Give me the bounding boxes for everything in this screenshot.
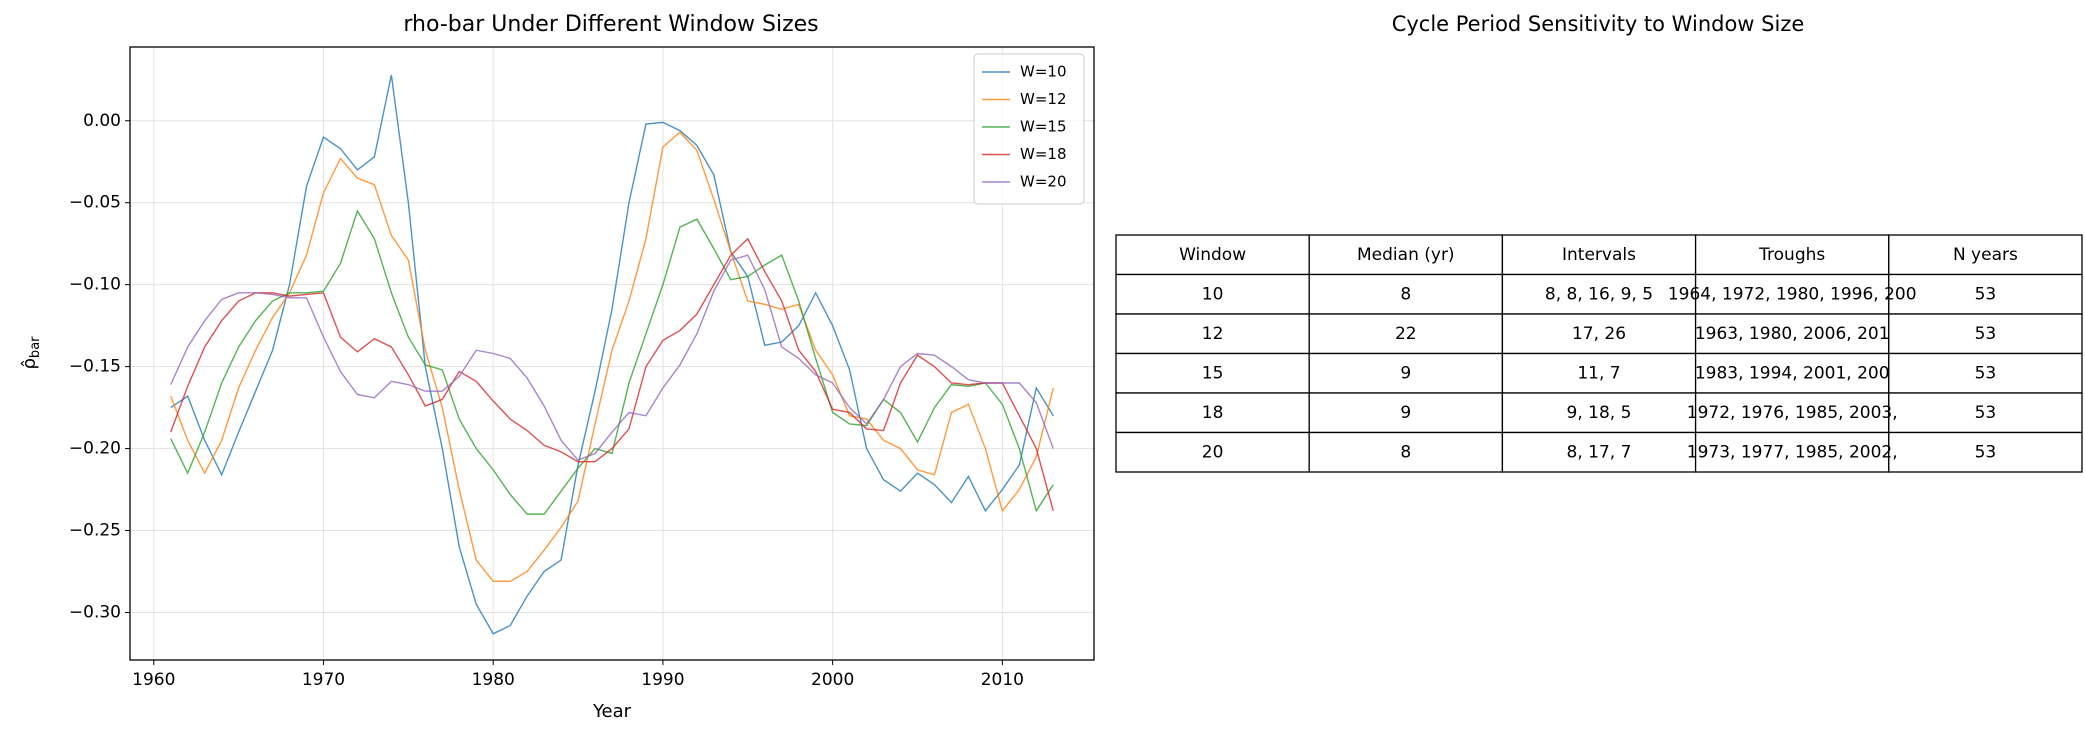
table-cell bbox=[1115, 431, 1310, 473]
x-axis-label: Year bbox=[592, 701, 632, 722]
table-header: Median (yr) bbox=[1357, 245, 1455, 265]
table-text: 1963, 1980, 2006, 201 bbox=[1695, 324, 1890, 344]
series-line bbox=[170, 237, 1054, 512]
table-cell bbox=[1694, 313, 1890, 355]
table-cell bbox=[1501, 352, 1697, 394]
table-text: 53 bbox=[1975, 442, 1997, 462]
table-text: 53 bbox=[1975, 363, 1997, 383]
table-cell bbox=[1308, 431, 1504, 473]
y-axis-subscript: bar bbox=[28, 336, 43, 358]
table-header: Troughs bbox=[1758, 245, 1825, 265]
series-line bbox=[170, 131, 1054, 583]
table-cell bbox=[1501, 431, 1697, 473]
table-header: N years bbox=[1953, 245, 2018, 265]
legend-label: W=20 bbox=[1020, 173, 1067, 191]
x-tick-label: 2010 bbox=[981, 670, 1024, 690]
table-text: 20 bbox=[1202, 442, 1224, 462]
x-tick-label: 1960 bbox=[132, 670, 175, 690]
table-text: 12 bbox=[1202, 324, 1224, 344]
table-cell bbox=[1115, 234, 1310, 276]
series-line bbox=[170, 209, 1054, 515]
table-text: 9 bbox=[1400, 403, 1411, 423]
table-text: 17, 26 bbox=[1572, 324, 1626, 344]
legend-label: W=10 bbox=[1020, 63, 1067, 81]
table-text: 9 bbox=[1400, 363, 1411, 383]
table-cell bbox=[1694, 234, 1890, 276]
table-text: 22 bbox=[1395, 324, 1417, 344]
y-tick-label: −0.10 bbox=[69, 275, 121, 295]
legend-label: W=18 bbox=[1020, 145, 1067, 163]
legend-box bbox=[973, 53, 1085, 205]
table-text: 1973, 1977, 1985, 2002, bbox=[1687, 442, 1898, 462]
table-text: 18 bbox=[1202, 403, 1224, 423]
series-line bbox=[170, 74, 1054, 635]
table-cell bbox=[1308, 352, 1504, 394]
table-text: 1964, 1972, 1980, 1996, 200 bbox=[1668, 284, 1917, 304]
y-axis-label: ρ̂bar bbox=[19, 336, 43, 370]
y-tick-label: −0.30 bbox=[69, 602, 121, 622]
x-tick-label: 1980 bbox=[472, 670, 515, 690]
table-text: 11, 7 bbox=[1577, 363, 1620, 383]
table-cell bbox=[1308, 313, 1504, 355]
y-tick-label: −0.05 bbox=[69, 193, 121, 213]
table-cell bbox=[1694, 431, 1890, 473]
y-tick-label: −0.25 bbox=[69, 521, 121, 541]
legend-label: W=12 bbox=[1020, 90, 1067, 108]
table-cell bbox=[1115, 392, 1310, 434]
y-tick-label: −0.15 bbox=[69, 357, 121, 377]
table-title: Cycle Period Sensitivity to Window Size bbox=[1392, 12, 1805, 36]
table-text: 8, 17, 7 bbox=[1567, 442, 1632, 462]
table-text: 8 bbox=[1400, 442, 1411, 462]
table-header: Window bbox=[1179, 245, 1246, 265]
table-cell bbox=[1501, 313, 1697, 355]
table-text: 10 bbox=[1202, 284, 1224, 304]
table-text: 53 bbox=[1975, 324, 1997, 344]
table-cell bbox=[1888, 234, 2083, 276]
table-cell bbox=[1115, 313, 1310, 355]
table-cell bbox=[1115, 273, 1310, 315]
table-cell bbox=[1308, 273, 1504, 315]
y-axis-symbol: ρ̂ bbox=[19, 358, 40, 369]
table-text: 8 bbox=[1400, 284, 1411, 304]
table-cell bbox=[1501, 273, 1697, 315]
plot-frame bbox=[129, 46, 1095, 661]
y-tick-label: −0.20 bbox=[69, 439, 121, 459]
table-cell bbox=[1501, 392, 1697, 434]
series-line bbox=[170, 254, 1054, 461]
table-header: Intervals bbox=[1562, 245, 1636, 265]
table-text: 1972, 1976, 1985, 2003, bbox=[1687, 403, 1898, 423]
table-cell bbox=[1115, 352, 1310, 394]
table-cell bbox=[1888, 273, 2083, 315]
x-tick-label: 2000 bbox=[811, 670, 854, 690]
x-tick-label: 1970 bbox=[302, 670, 345, 690]
table-cell bbox=[1888, 431, 2083, 473]
table-text: 9, 18, 5 bbox=[1567, 403, 1632, 423]
table-cell bbox=[1501, 234, 1697, 276]
table-cell bbox=[1694, 273, 1890, 315]
y-tick-label: 0.00 bbox=[83, 111, 121, 131]
table-text: 53 bbox=[1975, 403, 1997, 423]
table-text: 53 bbox=[1975, 284, 1997, 304]
table-text: 15 bbox=[1202, 363, 1224, 383]
chart-title: rho-bar Under Different Window Sizes bbox=[403, 12, 818, 37]
table-cell bbox=[1888, 313, 2083, 355]
table-text: 8, 8, 16, 9, 5 bbox=[1545, 284, 1653, 304]
x-tick-label: 1990 bbox=[641, 670, 684, 690]
table-text: 1983, 1994, 2001, 200 bbox=[1695, 363, 1890, 383]
legend-label: W=15 bbox=[1020, 118, 1067, 136]
